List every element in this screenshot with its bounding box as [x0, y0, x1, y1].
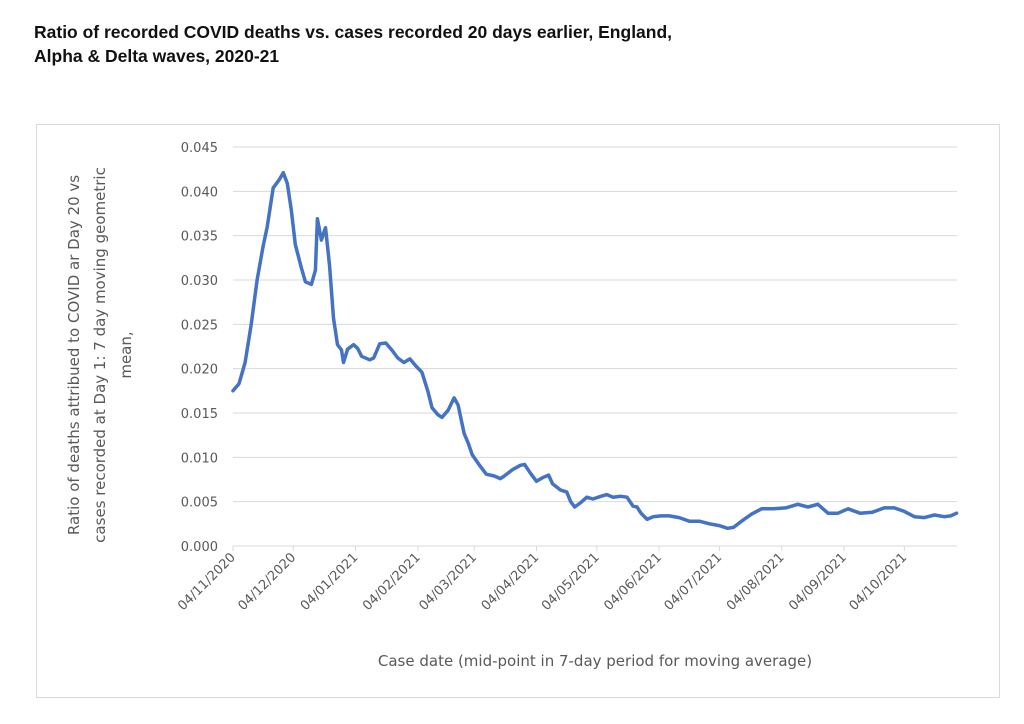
y-tick-label: 0.035 — [181, 230, 218, 245]
y-axis-label: Ratio of deaths attribued to COVID ar Da… — [65, 167, 135, 543]
x-axis-label: Case date (mid-point in 7-day period for… — [378, 652, 812, 670]
y-tick-label: 0.030 — [181, 274, 218, 289]
y-tick-label: 0.000 — [181, 540, 218, 555]
y-axis-label-line: cases recorded at Day 1: 7 day moving ge… — [91, 167, 109, 543]
chart-title-line1: Ratio of recorded COVID deaths vs. cases… — [34, 22, 673, 42]
y-tick-label: 0.005 — [181, 496, 218, 511]
x-tick-label: 04/03/2021 — [416, 550, 480, 614]
y-tick-label: 0.045 — [181, 141, 218, 156]
gridlines — [233, 146, 957, 503]
y-axis-label-line: Ratio of deaths attribued to COVID ar Da… — [65, 175, 83, 535]
x-axis — [232, 545, 957, 551]
x-tick-label: 04/01/2021 — [298, 550, 362, 614]
x-tick-label: 04/05/2021 — [539, 550, 603, 614]
x-tick-label: 04/02/2021 — [360, 550, 424, 614]
x-tick-label: 04/06/2021 — [601, 550, 665, 614]
y-tick-label: 0.040 — [181, 185, 218, 200]
x-tick-label: 04/07/2021 — [662, 550, 726, 614]
x-tick-label: 04/10/2021 — [847, 550, 911, 614]
y-tick-label: 0.010 — [181, 451, 218, 466]
x-tick-label: 04/12/2020 — [236, 550, 300, 614]
x-tick-labels: 04/11/202004/12/202004/01/202104/02/2021… — [175, 550, 910, 614]
series-lines — [231, 170, 959, 531]
x-tick-label: 04/09/2021 — [786, 550, 850, 614]
chart-area-frame — [36, 124, 1000, 698]
x-tick-label: 04/08/2021 — [724, 550, 788, 614]
series-line — [231, 170, 959, 531]
y-tick-labels: 0.000 0.005 0.010 0.015 0.020 0.025 0.030 0.035… — [181, 141, 218, 555]
y-tick-label: 0.025 — [181, 318, 218, 333]
y-tick-label: 0.020 — [181, 363, 218, 378]
chart-title-line2: Alpha & Delta waves, 2020-21 — [34, 46, 280, 66]
chart-title: Ratio of recorded COVID deaths vs. cases… — [34, 20, 672, 68]
x-tick-label: 04/11/2020 — [175, 550, 239, 614]
y-axis-label-line: mean, — [117, 331, 135, 378]
x-tick-label: 04/04/2021 — [479, 550, 543, 614]
y-tick-label: 0.015 — [181, 407, 218, 422]
